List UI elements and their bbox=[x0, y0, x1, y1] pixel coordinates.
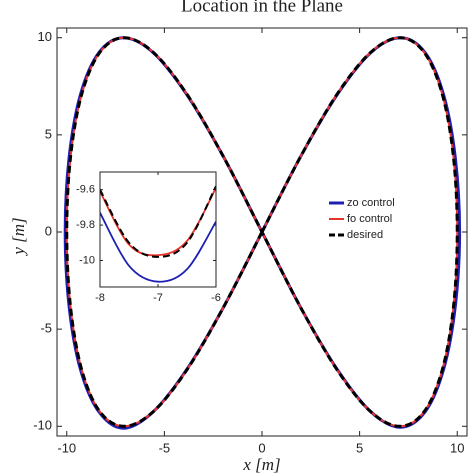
chart-title: Location in the Plane bbox=[181, 0, 343, 16]
x-tick-label: 0 bbox=[258, 440, 265, 455]
series-line bbox=[100, 212, 216, 283]
series-line bbox=[100, 185, 216, 258]
y-tick-label: -10 bbox=[79, 254, 95, 266]
x-tick-label: 10 bbox=[450, 440, 464, 455]
x-tick-label: -5 bbox=[159, 440, 171, 455]
y-tick-label: 0 bbox=[45, 223, 52, 238]
legend-label: desired bbox=[347, 229, 383, 241]
x-tick-label: -7 bbox=[153, 292, 163, 304]
y-tick-label: -9.6 bbox=[76, 184, 95, 196]
series-line bbox=[65, 36, 459, 428]
y-tick-label: -5 bbox=[40, 321, 52, 336]
axes-box bbox=[56, 27, 468, 437]
x-tick-label: 5 bbox=[356, 440, 363, 455]
legend-label: fo control bbox=[347, 213, 392, 225]
y-tick-label: 5 bbox=[45, 126, 52, 141]
x-tick-label: -8 bbox=[95, 292, 105, 304]
y-tick-label: -10 bbox=[33, 418, 52, 433]
axes-box bbox=[99, 171, 217, 288]
legend-label: zo control bbox=[347, 197, 395, 209]
plot-area bbox=[100, 172, 216, 287]
x-tick-label: -10 bbox=[57, 440, 76, 455]
y-tick-label: -9.8 bbox=[76, 219, 95, 231]
y-axis-label: y [m] bbox=[9, 217, 28, 256]
y-tick-label: 10 bbox=[38, 29, 52, 44]
x-axis-label: x [m] bbox=[242, 455, 280, 474]
x-tick-label: -6 bbox=[211, 292, 221, 304]
